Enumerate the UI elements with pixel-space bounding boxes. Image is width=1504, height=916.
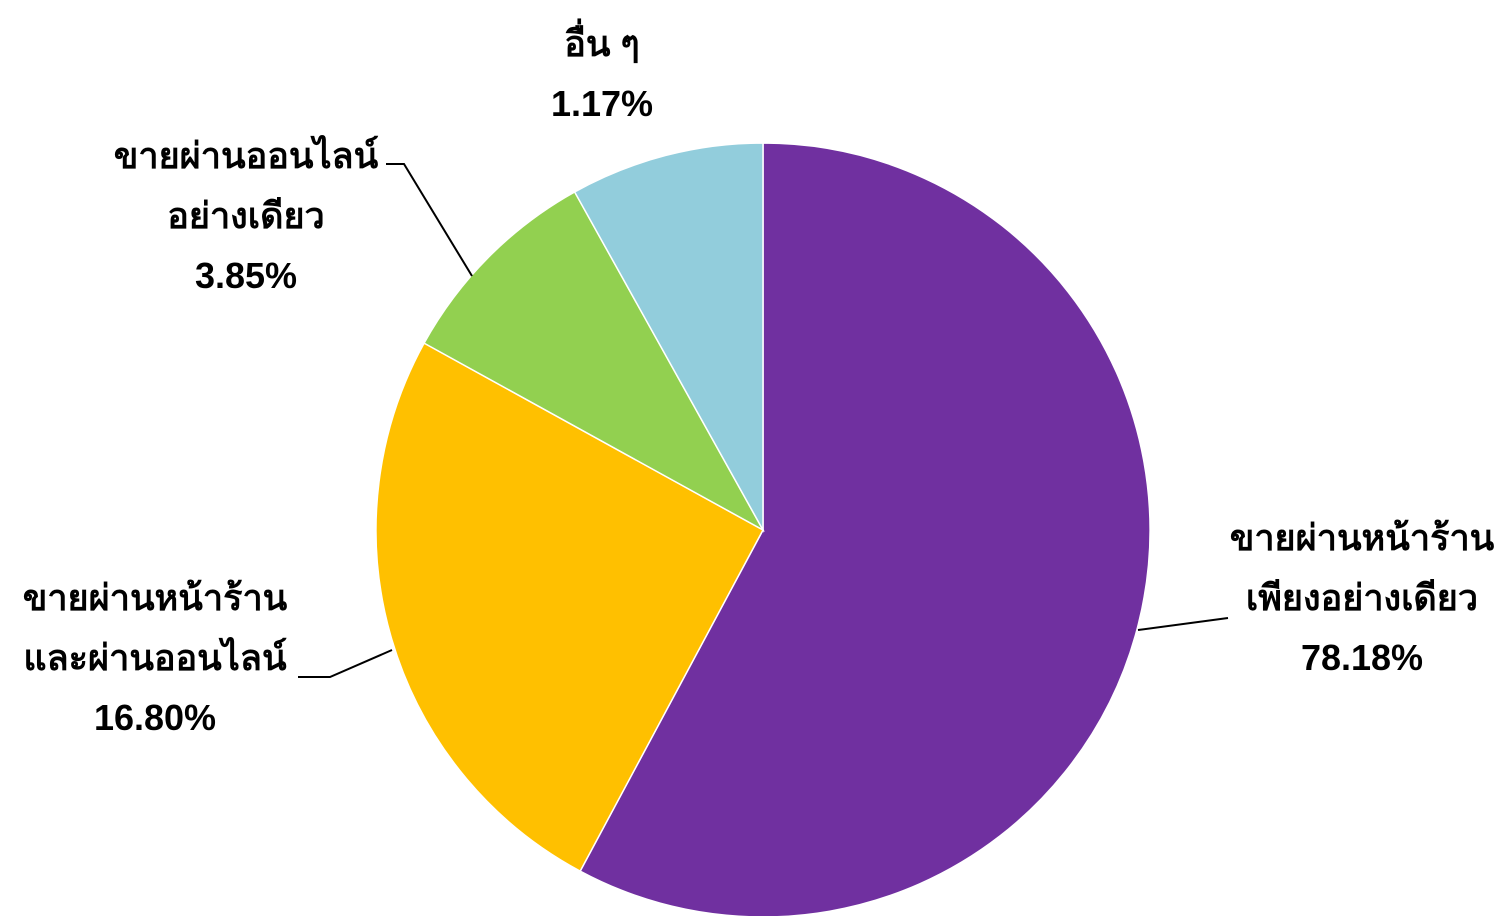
leader-line-online-only	[386, 163, 473, 277]
data-label-online-only: ขายผ่านออนไลน์ อย่างเดียว 3.85%	[100, 126, 392, 306]
pie-slice-store-and-online	[375, 342, 765, 873]
leader-lines	[298, 163, 1229, 678]
data-label-line: อื่น ๆ	[564, 23, 640, 64]
data-label-line: เพียงอย่างเดียว	[1245, 577, 1479, 618]
leader-line-in-store-only	[1137, 617, 1229, 631]
data-label-value: 1.17%	[550, 83, 654, 124]
leader-line-store-and-online	[298, 649, 393, 678]
data-label-value: 16.80%	[93, 697, 217, 738]
data-label-line: ขายผ่านหน้าร้าน	[22, 577, 288, 618]
data-label-line: ขายผ่านหน้าร้าน	[1229, 517, 1495, 558]
data-label-value: 78.18%	[1300, 637, 1424, 678]
data-label-line: อย่างเดียว	[167, 195, 325, 236]
data-label-other: อื่น ๆ 1.17%	[502, 14, 702, 134]
data-label-line: และผ่านออนไลน์	[23, 637, 287, 678]
pie-slice-online-only	[423, 190, 765, 532]
pie-slices	[375, 142, 1151, 916]
data-label-line: ขายผ่านออนไลน์	[113, 135, 379, 176]
pie-slice-other	[573, 142, 764, 533]
data-label-value: 3.85%	[194, 255, 298, 296]
data-label-in-store-only: ขายผ่านหน้าร้าน เพียงอย่างเดียว 78.18%	[1222, 508, 1502, 688]
data-label-store-and-online: ขายผ่านหน้าร้าน และผ่านออนไลน์ 16.80%	[10, 568, 300, 748]
pie-slice-in-store-only	[579, 142, 1151, 916]
